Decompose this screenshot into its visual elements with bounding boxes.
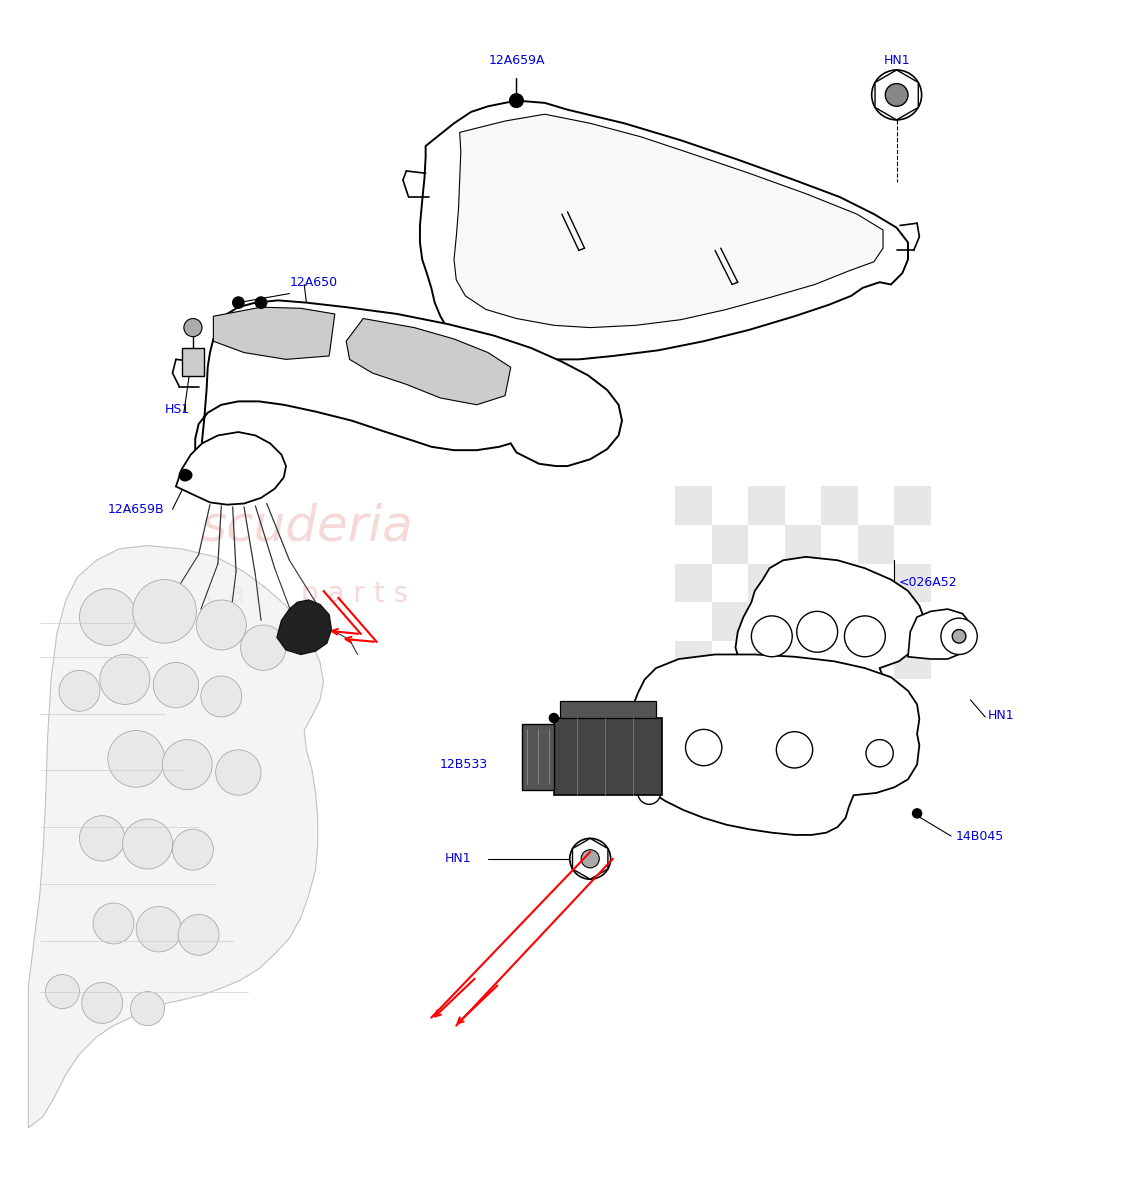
Polygon shape	[629, 654, 919, 835]
Circle shape	[872, 70, 922, 120]
Bar	[822, 564, 858, 602]
Circle shape	[183, 470, 192, 480]
Text: HN1: HN1	[883, 54, 910, 66]
Circle shape	[93, 904, 134, 944]
Circle shape	[751, 616, 792, 656]
Bar	[822, 641, 858, 679]
Circle shape	[178, 914, 219, 955]
Text: 14B045: 14B045	[956, 829, 1004, 842]
Circle shape	[45, 974, 79, 1008]
Circle shape	[173, 829, 213, 870]
Polygon shape	[213, 307, 335, 359]
Circle shape	[570, 839, 611, 880]
Bar	[712, 602, 748, 641]
Circle shape	[549, 714, 558, 722]
Text: 12B533: 12B533	[440, 758, 488, 772]
Circle shape	[100, 654, 150, 704]
Circle shape	[79, 816, 125, 862]
Circle shape	[133, 580, 196, 643]
Polygon shape	[572, 839, 608, 880]
Bar	[894, 641, 931, 679]
Circle shape	[866, 739, 893, 767]
Polygon shape	[346, 318, 511, 404]
Text: HN1: HN1	[987, 709, 1014, 722]
Circle shape	[797, 611, 838, 653]
Circle shape	[153, 662, 199, 708]
Circle shape	[82, 983, 123, 1024]
Bar	[712, 526, 748, 564]
Bar	[858, 526, 894, 564]
Text: <026A52: <026A52	[899, 576, 958, 589]
Circle shape	[888, 86, 906, 104]
Circle shape	[941, 618, 977, 654]
Circle shape	[913, 809, 922, 818]
Polygon shape	[28, 546, 323, 1128]
Circle shape	[179, 469, 191, 481]
Circle shape	[241, 625, 286, 671]
Circle shape	[885, 84, 908, 107]
Circle shape	[776, 732, 813, 768]
Text: 12A659A: 12A659A	[488, 54, 545, 66]
Circle shape	[79, 589, 136, 646]
Polygon shape	[176, 432, 286, 505]
Bar	[822, 486, 858, 526]
Polygon shape	[420, 101, 908, 359]
Text: HS1: HS1	[165, 403, 190, 416]
Circle shape	[638, 781, 661, 804]
Text: scuderia: scuderia	[200, 503, 413, 551]
Circle shape	[184, 318, 202, 337]
Bar	[675, 564, 712, 602]
Circle shape	[162, 739, 212, 790]
Bar	[675, 641, 712, 679]
Polygon shape	[277, 600, 331, 654]
Circle shape	[581, 850, 599, 868]
Text: 12A650: 12A650	[289, 276, 337, 289]
Circle shape	[686, 730, 722, 766]
Bar	[748, 486, 784, 526]
Bar	[858, 602, 894, 641]
Text: c a r    p a r t s: c a r p a r t s	[204, 581, 409, 608]
Bar	[675, 486, 712, 526]
Bar	[784, 526, 822, 564]
Polygon shape	[735, 557, 925, 718]
Circle shape	[952, 630, 966, 643]
Circle shape	[201, 676, 242, 716]
Text: HN1: HN1	[445, 852, 471, 865]
Circle shape	[233, 296, 244, 308]
Circle shape	[136, 906, 182, 952]
Bar	[182, 348, 204, 377]
Circle shape	[844, 616, 885, 656]
Bar	[894, 486, 931, 526]
Polygon shape	[522, 724, 554, 790]
Bar	[784, 602, 822, 641]
Bar	[894, 564, 931, 602]
Bar	[560, 701, 656, 718]
Circle shape	[108, 731, 165, 787]
Bar	[748, 641, 784, 679]
Circle shape	[59, 671, 100, 712]
Polygon shape	[454, 114, 883, 328]
Polygon shape	[195, 300, 622, 475]
Circle shape	[123, 820, 173, 869]
Circle shape	[255, 296, 267, 308]
Bar	[748, 564, 784, 602]
Polygon shape	[875, 70, 918, 120]
Polygon shape	[908, 610, 974, 659]
Circle shape	[196, 600, 246, 650]
Circle shape	[131, 991, 165, 1026]
Bar	[554, 718, 662, 796]
Circle shape	[510, 94, 523, 108]
Text: 12A659B: 12A659B	[108, 503, 165, 516]
Circle shape	[216, 750, 261, 796]
